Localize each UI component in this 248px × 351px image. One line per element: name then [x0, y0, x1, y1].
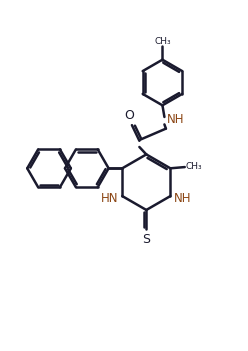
Text: CH₃: CH₃: [186, 162, 203, 171]
Text: HN: HN: [101, 192, 118, 205]
Text: S: S: [142, 233, 150, 246]
Text: NH: NH: [174, 192, 192, 205]
Text: CH₃: CH₃: [154, 37, 171, 46]
Text: NH: NH: [166, 113, 184, 126]
Text: O: O: [124, 109, 134, 122]
